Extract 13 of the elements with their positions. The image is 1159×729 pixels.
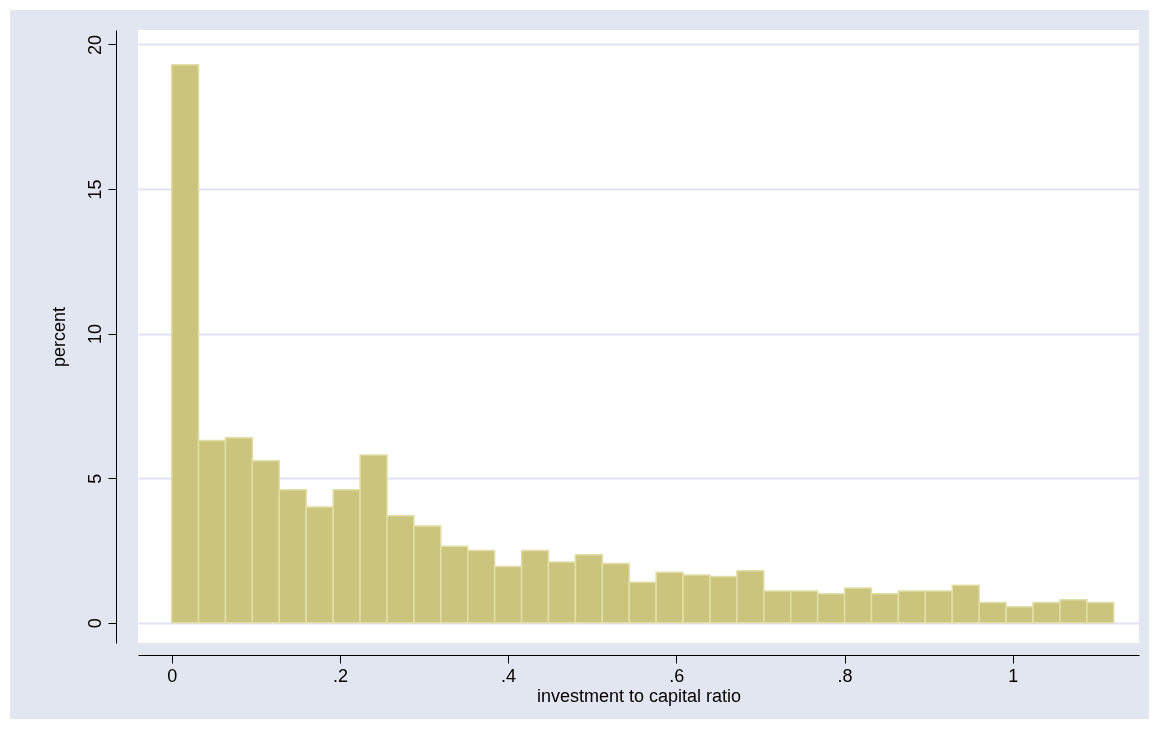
y-tick-label: 0: [84, 618, 105, 629]
x-tick-label: .6: [669, 665, 685, 686]
x-tick-label: 0: [167, 665, 178, 686]
y-tick-label: 5: [84, 473, 105, 484]
y-axis-title: percent: [48, 306, 69, 368]
y-tick-label: 10: [84, 324, 105, 345]
y-tick-label: 15: [84, 179, 105, 200]
x-tick-label: .4: [501, 665, 517, 686]
x-tick-label: 1: [1008, 665, 1019, 686]
x-tick-label: .2: [332, 665, 348, 686]
x-tick-label: .8: [837, 665, 853, 686]
x-axis-title: investment to capital ratio: [536, 685, 742, 706]
y-tick-label: 20: [84, 34, 105, 55]
